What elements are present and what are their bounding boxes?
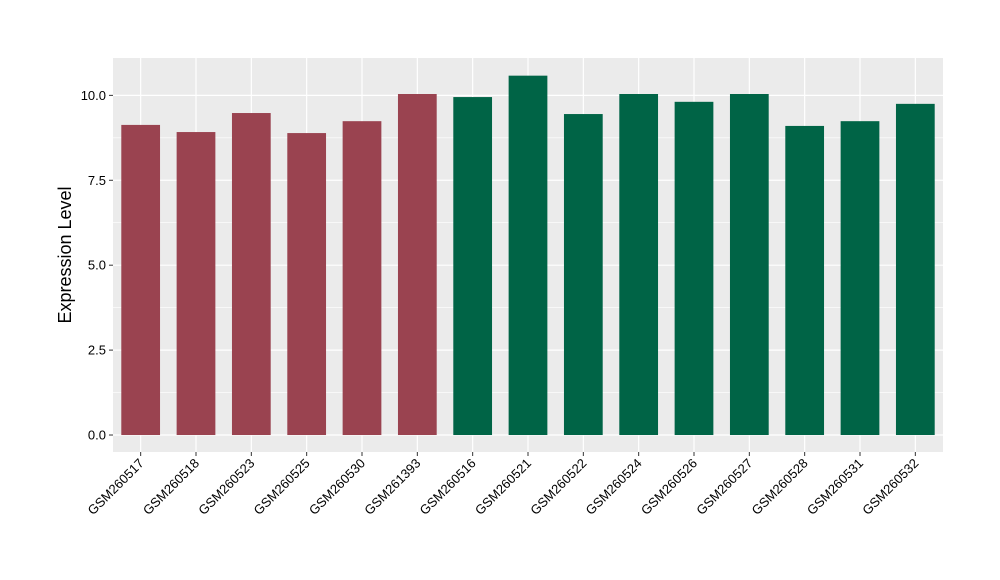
y-tick-label: 5.0	[88, 258, 106, 273]
x-tick-label: GSM260516	[417, 456, 479, 518]
x-tick-label: GSM260523	[195, 456, 257, 518]
y-axis-title: Expression Level	[55, 186, 75, 323]
bar-gsm260517	[121, 124, 161, 436]
y-axis: 0.0 2.5 5.0 7.5 10.0	[81, 88, 113, 443]
bar-gsm260525	[287, 133, 327, 436]
x-tick-label: GSM260517	[85, 456, 147, 518]
x-tick-label: GSM260526	[638, 456, 700, 518]
x-tick-label: GSM260522	[527, 456, 589, 518]
x-axis: GSM260517GSM260518GSM260523GSM260525GSM2…	[85, 452, 921, 518]
bar-gsm260527	[729, 94, 769, 436]
x-tick-label: GSM260521	[472, 456, 534, 518]
y-tick-label: 2.5	[88, 343, 106, 358]
bar-gsm260526	[674, 101, 714, 436]
y-tick-label: 7.5	[88, 173, 106, 188]
bars	[121, 75, 935, 436]
x-tick-label: GSM260524	[583, 456, 645, 518]
bar-gsm260532	[895, 103, 935, 436]
x-tick-label: GSM260530	[306, 456, 368, 518]
x-tick-label: GSM260527	[693, 456, 755, 518]
bar-gsm261393	[397, 94, 437, 436]
bar-gsm260528	[785, 125, 825, 436]
bar-gsm260530	[342, 121, 382, 436]
x-tick-label: GSM261393	[361, 456, 423, 518]
y-tick-label: 0.0	[88, 428, 106, 443]
x-tick-label: GSM260528	[749, 456, 811, 518]
bar-gsm260531	[840, 121, 880, 436]
x-tick-label: GSM260518	[140, 456, 202, 518]
x-tick-label: GSM260525	[251, 456, 313, 518]
bar-gsm260524	[619, 94, 659, 436]
x-tick-label: GSM260531	[804, 456, 866, 518]
bar-gsm260523	[231, 113, 271, 436]
bar-gsm260521	[508, 75, 548, 436]
y-tick-label: 10.0	[81, 88, 106, 103]
bar-gsm260518	[176, 132, 216, 436]
bar-gsm260516	[453, 97, 493, 436]
x-tick-label: GSM260532	[859, 456, 921, 518]
bar-gsm260522	[563, 114, 603, 436]
